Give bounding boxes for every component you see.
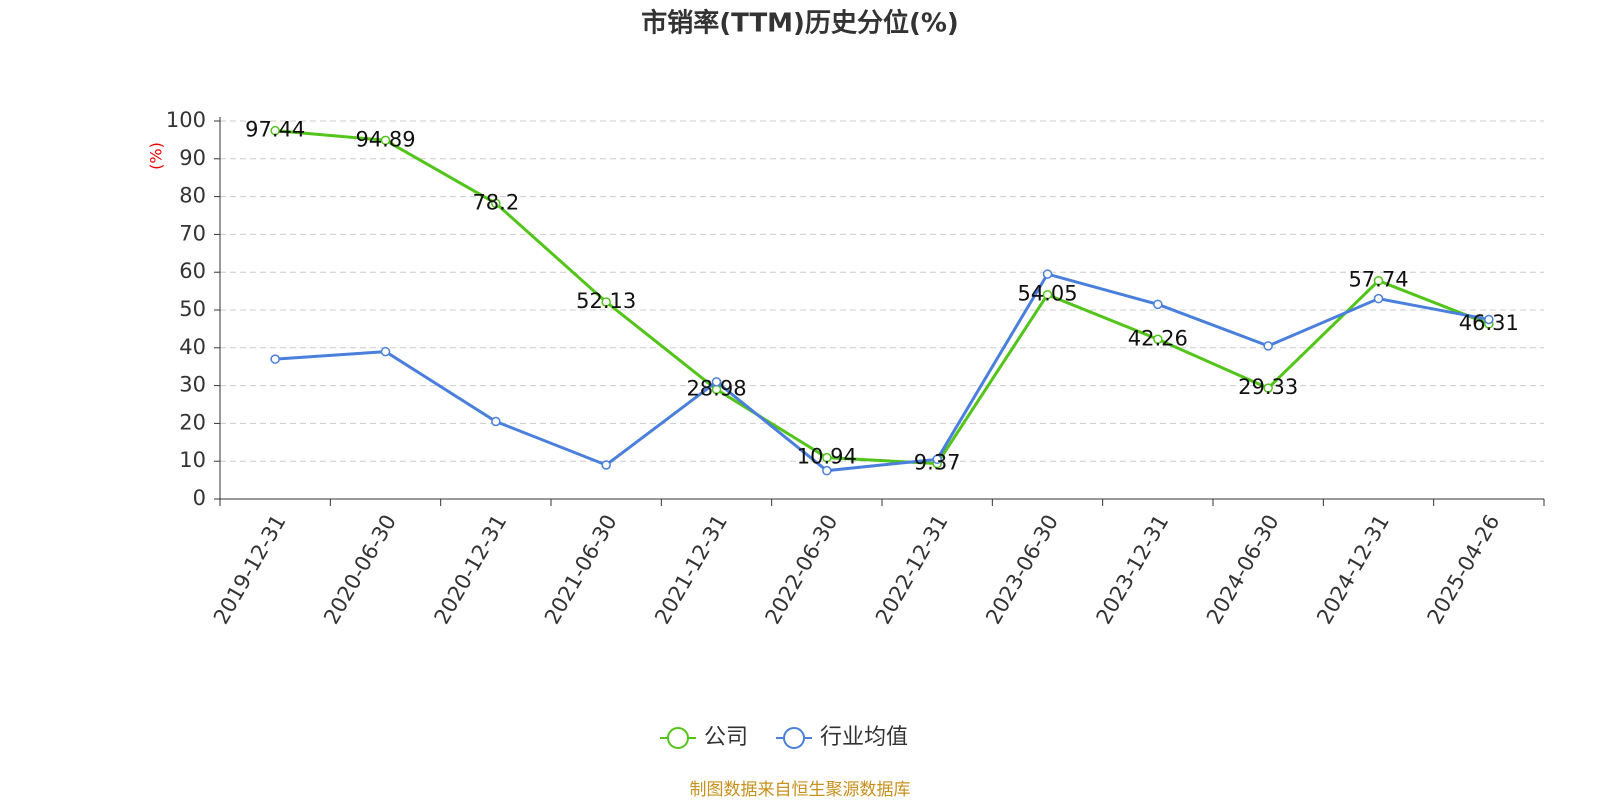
x-tick-label: 2023-12-31 [1092, 511, 1174, 629]
y-tick-label: 30 [179, 373, 206, 397]
y-axis-label: (%) [147, 142, 166, 170]
legend-marker [783, 727, 806, 749]
point [711, 377, 722, 387]
point [601, 460, 611, 470]
y-tick-label: 20 [179, 410, 206, 434]
point [1263, 383, 1273, 393]
data-label: 9.37 [914, 451, 961, 475]
data-label: 54.05 [1017, 282, 1077, 306]
series-line [275, 272, 1490, 473]
data-label: 10.94 [797, 445, 857, 469]
data-label: 29.33 [1238, 375, 1298, 399]
x-tick-label: 2025-04-26 [1423, 511, 1505, 629]
data-label: 94.89 [355, 127, 415, 151]
x-tick-label: 2019-12-31 [209, 511, 291, 629]
y-tick-label: 70 [179, 221, 206, 245]
x-tick-label: 2022-12-31 [871, 511, 953, 629]
data-label: 28.98 [686, 376, 746, 400]
series-line [275, 129, 1490, 466]
point [822, 452, 832, 463]
data-label: 46.31 [1459, 311, 1519, 335]
x-tick-label: 2024-06-30 [1202, 511, 1284, 629]
x-tick-label: 2020-06-30 [319, 511, 401, 629]
legend-marker [667, 727, 689, 749]
point [1373, 293, 1384, 304]
point [270, 125, 280, 136]
chart-title: 市销率(TTM)历史分位(%) [641, 8, 959, 39]
point [491, 416, 501, 427]
data-label: 57.74 [1348, 268, 1408, 292]
data-label: 78.2 [472, 190, 519, 214]
y-tick-label: 60 [179, 259, 206, 283]
x-tick-label: 2024-12-31 [1312, 511, 1394, 629]
source-note: 制图数据来自恒生聚源数据库 [690, 780, 911, 800]
y-tick-label: 50 [179, 297, 206, 321]
x-tick-label: 2023-06-30 [981, 511, 1063, 629]
point [1153, 334, 1163, 345]
x-tick-label: 2021-06-30 [540, 511, 622, 629]
data-label: 52.13 [576, 289, 636, 313]
x-tick-label: 2021-12-31 [650, 511, 732, 629]
point [932, 454, 942, 465]
point [1042, 269, 1053, 279]
y-tick-label: 100 [166, 108, 206, 132]
y-tick-label: 10 [179, 448, 206, 472]
point [380, 346, 391, 357]
point [1484, 314, 1494, 325]
point [491, 198, 501, 209]
point [270, 354, 280, 364]
point [1153, 299, 1163, 310]
data-label: 42.26 [1128, 326, 1188, 350]
point [1042, 289, 1053, 300]
y-tick-label: 80 [179, 184, 206, 208]
legend-label: 行业均值 [820, 725, 908, 750]
point [1373, 275, 1384, 286]
legend-label: 公司 [704, 725, 748, 750]
y-tick-label: 90 [179, 146, 206, 170]
point [380, 135, 391, 146]
point [601, 297, 611, 307]
x-tick-label: 2022-06-30 [761, 511, 843, 629]
x-tick-label: 2020-12-31 [430, 511, 512, 629]
y-tick-label: 0 [193, 486, 206, 510]
point [1263, 341, 1273, 351]
data-label: 97.44 [245, 118, 305, 142]
y-tick-label: 40 [179, 335, 206, 359]
point [822, 465, 832, 476]
